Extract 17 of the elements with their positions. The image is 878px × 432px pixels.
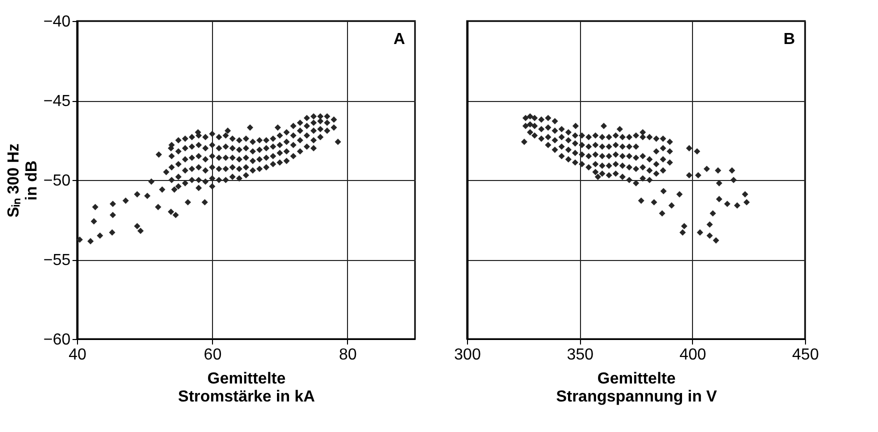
y-tick-label: −45	[43, 93, 71, 110]
x-axis-title: Gemittelte Strangspannung in V	[556, 370, 718, 406]
x-axis-title: Gemittelte Stromstärke in kA	[178, 370, 316, 406]
x-tick-label: 400	[679, 346, 706, 364]
x-tick-label: 60	[204, 346, 222, 364]
y-tick-label: −55	[43, 252, 71, 269]
x-tick-label: 300	[454, 346, 481, 364]
annotation: B	[783, 31, 795, 48]
annotation: A	[393, 31, 406, 48]
x-tick-label: 450	[792, 346, 819, 364]
y-axis-title: Sᵢₙ 300 Hz in dB	[5, 143, 40, 218]
x-tick-label: 350	[566, 346, 594, 364]
x-tick-label: 40	[68, 346, 86, 364]
x-tick-label: 80	[339, 346, 357, 364]
y-tick-label: −60	[43, 332, 71, 348]
y-tick-label: −50	[43, 172, 71, 190]
y-tick-label: −40	[43, 14, 71, 30]
